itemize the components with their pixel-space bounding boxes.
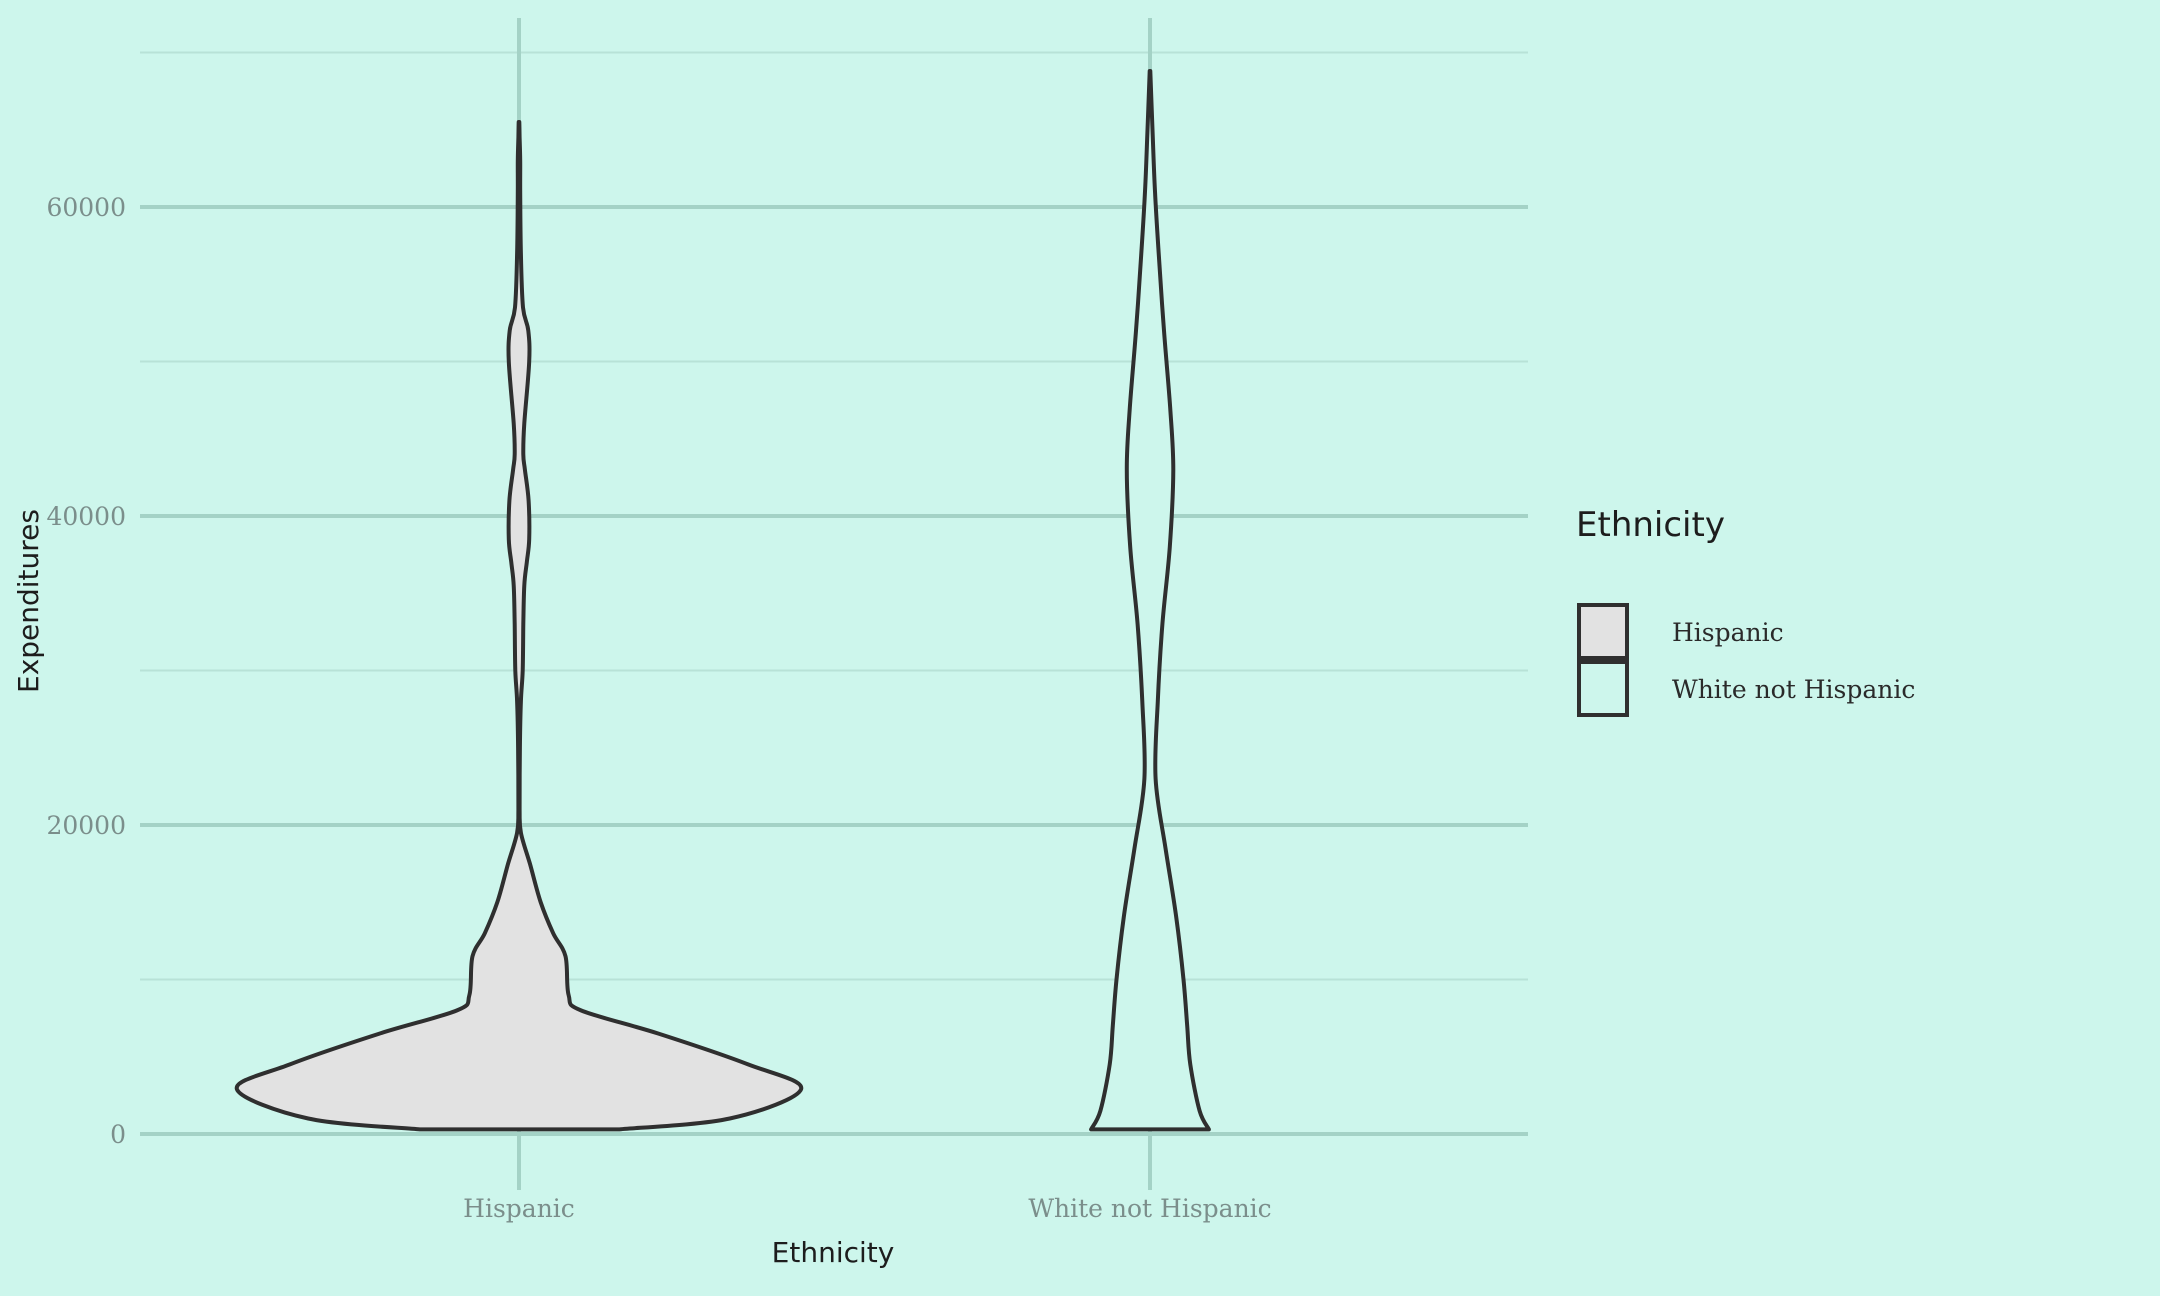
legend-title: Ethnicity xyxy=(1576,505,1725,545)
major-gridlines xyxy=(140,205,1528,1136)
y-axis-title: Expenditures xyxy=(12,509,45,693)
x-tick-label: White not Hispanic xyxy=(1028,1194,1271,1223)
minor-gridlines xyxy=(140,51,1528,981)
legend-entries: Hispanic White not Hispanic xyxy=(1577,603,1915,717)
x-axis-title: Ethnicity xyxy=(772,1236,895,1269)
legend: Ethnicity Hispanic White not Hispanic xyxy=(1576,505,1915,717)
legend-key-hispanic xyxy=(1577,603,1629,660)
legend-label: White not Hispanic xyxy=(1672,675,1915,704)
legend-label: Hispanic xyxy=(1672,618,1784,647)
y-tick-label: 40000 xyxy=(46,502,126,531)
x-tick-label: Hispanic xyxy=(463,1194,575,1223)
x-axis-tick-labels: Hispanic White not Hispanic xyxy=(463,1194,1272,1223)
violin-hispanic xyxy=(234,120,804,1132)
legend-key-white-not-hispanic xyxy=(1577,660,1629,717)
y-tick-label: 0 xyxy=(110,1120,126,1149)
y-tick-label: 20000 xyxy=(46,811,126,840)
violin-group xyxy=(234,69,1211,1132)
violin-white-not-hispanic xyxy=(1089,69,1211,1132)
y-axis-tick-labels: 0 20000 40000 60000 xyxy=(46,193,126,1149)
y-tick-label: 60000 xyxy=(46,193,126,222)
